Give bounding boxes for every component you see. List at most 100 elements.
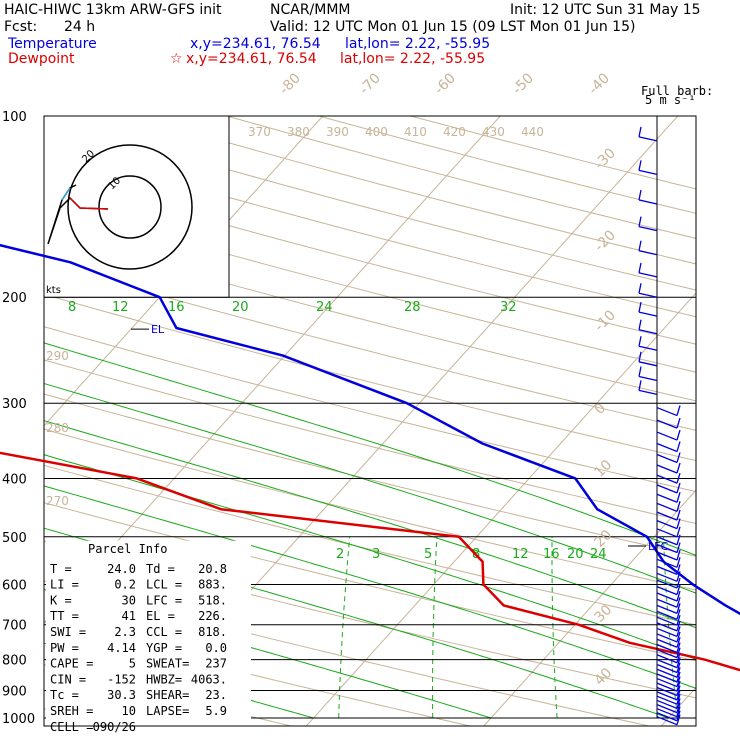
wind-barb-flag bbox=[676, 482, 681, 494]
wind-barb-flag bbox=[676, 526, 681, 538]
mixing-ratio-label-lower: 2 bbox=[336, 547, 344, 562]
wind-barb bbox=[656, 686, 678, 697]
theta-label: 440 bbox=[521, 125, 544, 139]
wind-barb-flag bbox=[676, 694, 681, 705]
wind-barb bbox=[638, 361, 658, 367]
dry-adiabat-line bbox=[44, 231, 696, 402]
wind-barb bbox=[638, 136, 658, 142]
parcel-info-cell: TT = bbox=[50, 609, 79, 623]
wind-barb bbox=[656, 431, 678, 441]
wind-barb-flag bbox=[638, 380, 642, 391]
mixing-ratio-label-lower: 5 bbox=[424, 547, 432, 562]
theta-label: 410 bbox=[404, 125, 427, 139]
sounding-profiles: ELLFCCCLLCL bbox=[0, 243, 740, 672]
wind-barb-flag bbox=[676, 685, 681, 696]
org-label: NCAR/MMM bbox=[270, 2, 351, 18]
parcel-info-cell: 24.0 bbox=[107, 562, 136, 576]
hodograph-trace-mid bbox=[61, 187, 71, 201]
wind-barb-flag bbox=[638, 160, 642, 171]
wind-barb-flag bbox=[676, 452, 681, 463]
wind-barb-flag bbox=[638, 240, 642, 251]
wind-barb bbox=[656, 586, 678, 596]
parcel-info-cell: 0.0 bbox=[205, 641, 227, 655]
parcel-info-cell: Td = bbox=[146, 562, 175, 576]
theta-label: 380 bbox=[287, 125, 310, 139]
theta-label: 370 bbox=[248, 125, 271, 139]
dry-adiabat-line bbox=[44, 262, 696, 431]
wind-barb bbox=[656, 558, 678, 568]
wind-barb bbox=[656, 565, 678, 576]
parcel-info-cell: 0.2 bbox=[114, 578, 136, 592]
valid-label: Valid: 12 UTC Mon 01 Jun 15 (09 LST Mon … bbox=[270, 19, 635, 35]
wind-barb-flag bbox=[676, 603, 681, 614]
fcst-label: Fcst: bbox=[4, 19, 37, 35]
wind-barb bbox=[656, 622, 678, 632]
wind-barb-flag bbox=[676, 698, 681, 709]
moist-label-upper: 28 bbox=[404, 300, 421, 315]
wind-barb bbox=[656, 699, 678, 710]
wind-barb bbox=[656, 643, 678, 654]
wind-barb-flag bbox=[676, 584, 681, 595]
chart-frame bbox=[43, 115, 697, 727]
dry-adiabat-line bbox=[44, 621, 473, 726]
wind-barb-flag bbox=[638, 283, 642, 294]
hodograph-trace-low bbox=[69, 197, 109, 210]
dry-adiabat-line bbox=[44, 359, 696, 524]
parcel-info-cell: EL = bbox=[146, 609, 175, 623]
wind-barb-flag bbox=[676, 577, 681, 589]
wind-barb bbox=[656, 654, 678, 664]
hodograph-ring-inner bbox=[98, 175, 162, 239]
wind-barb bbox=[638, 329, 658, 335]
wind-barb-flag bbox=[676, 597, 681, 608]
temperature-xy: x,y=234.61, 76.54 bbox=[190, 36, 321, 52]
parcel-info-cell: 883. bbox=[198, 578, 227, 592]
wind-barb bbox=[638, 225, 658, 232]
parcel-info-cell: LI = bbox=[50, 578, 79, 592]
moist-adiabat-line bbox=[44, 342, 696, 557]
wind-barb-flag bbox=[676, 647, 681, 658]
parcel-info-cell: 30.3 bbox=[107, 688, 136, 702]
wind-barb-flag bbox=[676, 676, 681, 687]
hodograph-frame bbox=[43, 115, 230, 298]
dewpoint-star-icon: ☆ bbox=[170, 51, 183, 67]
dry-adiabat-left-label: 270 bbox=[46, 494, 69, 508]
dry-adiabat-line bbox=[44, 580, 652, 726]
isotherm-line bbox=[305, 292, 696, 726]
temperature-line bbox=[0, 243, 740, 616]
dry-adiabat-left-label: 280 bbox=[46, 421, 69, 435]
wind-barb-flag bbox=[676, 590, 681, 602]
wind-barb-flag bbox=[676, 609, 681, 620]
moist-label-upper: 16 bbox=[168, 300, 185, 315]
wind-barb bbox=[656, 484, 678, 494]
parcel-info-cell: 5 bbox=[129, 657, 136, 671]
parcel-info-cell: LFC = bbox=[146, 593, 182, 607]
wind-barb bbox=[656, 682, 678, 692]
wind-barb bbox=[638, 375, 658, 382]
dry-adiabat-line bbox=[44, 464, 696, 626]
model-title: HAIC-HIWC 13km ARW-GFS init bbox=[4, 2, 222, 18]
level-marker-label: LFC bbox=[648, 540, 668, 553]
wind-barb bbox=[656, 668, 678, 678]
wind-barb bbox=[656, 493, 678, 503]
dry-adiabat-line bbox=[44, 502, 696, 662]
parcel-info-cell: YGP = bbox=[146, 641, 182, 655]
wind-barb bbox=[638, 345, 658, 351]
parcel-info-cell: LCL = bbox=[146, 578, 182, 592]
wind-barb bbox=[656, 616, 678, 626]
mixing-ratio-label-lower: 16 bbox=[543, 547, 560, 562]
isobar-lines: 100 200 300 400 500 600 700 800 900 1000 bbox=[2, 110, 696, 727]
wind-barb-flag bbox=[676, 462, 681, 474]
wind-barb bbox=[656, 598, 678, 608]
moist-label-upper: 24 bbox=[316, 300, 333, 315]
wind-barb-flag bbox=[676, 657, 681, 668]
mixing-ratio-label-lower: 12 bbox=[512, 547, 529, 562]
wind-barb bbox=[638, 169, 658, 175]
parcel-info-cell: PW = bbox=[50, 641, 79, 655]
pressure-tick-label: 200 bbox=[2, 291, 27, 306]
parcel-info-cell: 2.3 bbox=[114, 625, 136, 639]
pressure-tick-label: 700 bbox=[2, 619, 27, 634]
parcel-info-cell: 818. bbox=[198, 625, 227, 639]
pressure-tick-label: 100 bbox=[2, 110, 27, 125]
mixing-ratio-label-lower: 24 bbox=[590, 547, 607, 562]
parcel-info-cell: HWBZ= bbox=[146, 672, 182, 686]
